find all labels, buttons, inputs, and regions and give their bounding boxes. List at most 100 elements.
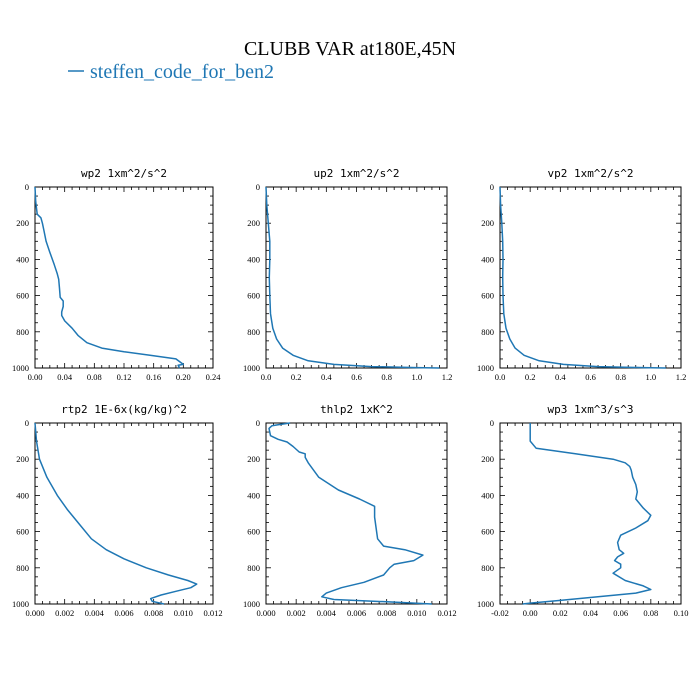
x-tick-label: 0.008: [144, 608, 163, 618]
y-tick-label: 400: [247, 254, 260, 264]
plot-frame: [499, 422, 682, 605]
x-tick-label: 0.006: [347, 608, 366, 618]
x-tick-label: 0.04: [57, 372, 73, 382]
series-line: [522, 423, 652, 605]
x-tick-label: 0.00: [523, 608, 538, 618]
plot-frame: [34, 422, 214, 605]
legend-label: steffen_code_for_ben2: [90, 61, 274, 83]
x-tick-label: 1.0: [412, 372, 423, 382]
x-tick-label: 0.6: [351, 372, 362, 382]
y-tick-label: 400: [481, 490, 494, 500]
x-tick-label: 0.010: [407, 608, 426, 618]
y-tick-label: 200: [247, 454, 260, 464]
x-tick-label: 0.24: [206, 372, 222, 382]
x-tick-label: 0.12: [117, 372, 132, 382]
y-tick-label: 600: [16, 527, 29, 537]
x-tick-label: 0.012: [437, 608, 456, 618]
panel-2: up2 1xm^2/s^2 0.0 0.2 0.4 0.6 0.8 1.0 1.2 0 200 40…: [243, 167, 452, 382]
plot-frame: [499, 186, 682, 369]
y-tick-label: 800: [481, 563, 494, 573]
panel-3: vp2 1xm^2/s^2 0.0 0.2 0.4 0.6 0.8 1.0 1.2 0 200 40…: [477, 167, 686, 382]
series-line: [34, 422, 198, 605]
x-tick-label: 0.8: [381, 372, 392, 382]
x-tick-label: 0.04: [583, 608, 599, 618]
plot-frame: [265, 186, 448, 369]
x-tick-label: 0.16: [146, 372, 161, 382]
panel-title: up2 1xm^2/s^2: [313, 167, 399, 180]
y-tick-label: 1000: [12, 363, 29, 373]
panel-title: wp3 1xm^3/s^3: [547, 403, 633, 416]
figure-title: CLUBB VAR at180E,45N: [244, 38, 456, 60]
x-tick-label: 0.02: [553, 608, 568, 618]
x-tick-label: 0.2: [291, 372, 302, 382]
x-tick-label: 1.0: [646, 372, 657, 382]
y-tick-label: 200: [16, 218, 29, 228]
x-tick-label: 1.2: [442, 372, 453, 382]
plot-frame: [34, 186, 214, 369]
panel-title: vp2 1xm^2/s^2: [547, 167, 633, 180]
panel-title: thlp2 1xK^2: [320, 403, 393, 416]
y-tick-label: 200: [247, 218, 260, 228]
series-line: [265, 186, 440, 369]
x-tick-label: 0.000: [256, 608, 275, 618]
y-tick-label: 0: [490, 418, 494, 428]
x-tick-label: 0.06: [613, 608, 628, 618]
y-tick-label: 600: [247, 527, 260, 537]
x-tick-label: 0.010: [174, 608, 193, 618]
y-tick-label: 400: [16, 254, 29, 264]
y-tick-label: 1000: [12, 599, 29, 609]
x-tick-label: 0.0: [495, 372, 506, 382]
x-tick-label: 0.008: [377, 608, 396, 618]
y-tick-label: 200: [481, 218, 494, 228]
y-tick-label: 600: [16, 291, 29, 301]
y-tick-label: 800: [16, 327, 29, 337]
y-tick-label: 600: [481, 291, 494, 301]
x-tick-label: 0.002: [55, 608, 74, 618]
panel-title: wp2 1xm^2/s^2: [81, 167, 167, 180]
y-tick-label: 0: [490, 182, 494, 192]
y-tick-label: 200: [16, 454, 29, 464]
x-tick-label: 0.08: [643, 608, 658, 618]
panel-5: thlp2 1xK^2 0.000 0.002 0.004 0.006 0.008 0.01…: [243, 403, 457, 618]
x-tick-label: 0.8: [615, 372, 626, 382]
x-tick-label: 0.4: [321, 372, 332, 382]
y-tick-label: 200: [481, 454, 494, 464]
panel-4: rtp2 1E-6x(kg/kg)^2 0.000 0.002 0.004 0.006 0…: [12, 403, 223, 618]
panel-1: wp2 1xm^2/s^2 0.00 0.04 0.08 0.12 0.16 0.20 0.2…: [12, 167, 221, 382]
y-tick-label: 1000: [243, 599, 260, 609]
x-tick-label: 0.10: [674, 608, 689, 618]
y-tick-label: 0: [25, 418, 29, 428]
x-tick-label: 0.002: [287, 608, 306, 618]
x-tick-label: 0.006: [114, 608, 133, 618]
panels: wp2 1xm^2/s^20.00 0.04 0.08 0.12 0.16 0.20 0.2…: [12, 167, 688, 618]
y-tick-label: 1000: [477, 599, 494, 609]
x-tick-label: 0.004: [85, 608, 105, 618]
y-tick-label: 800: [247, 327, 260, 337]
series-line: [268, 422, 432, 605]
y-tick-label: 600: [481, 527, 494, 537]
x-tick-label: 0.20: [176, 372, 191, 382]
x-tick-label: 0.6: [585, 372, 596, 382]
series-line: [34, 186, 185, 369]
x-tick-label: 0.004: [317, 608, 337, 618]
panel-6: wp3 1xm^3/s^3 -0.02 0.00 0.02 0.04 0.06 0.08 0.…: [477, 403, 688, 618]
x-tick-label: 0.2: [525, 372, 536, 382]
x-tick-label: 0.000: [25, 608, 44, 618]
x-tick-label: 0.012: [203, 608, 222, 618]
x-tick-label: 0.4: [555, 372, 566, 382]
x-tick-label: 0.0: [261, 372, 272, 382]
x-tick-label: 1.2: [676, 372, 687, 382]
y-tick-label: 0: [256, 418, 260, 428]
y-tick-label: 400: [481, 254, 494, 264]
y-tick-label: 800: [247, 563, 260, 573]
plot-frame: [265, 422, 448, 605]
y-tick-label: 600: [247, 291, 260, 301]
y-tick-label: 0: [256, 182, 260, 192]
y-tick-label: 800: [481, 327, 494, 337]
x-tick-label: 0.08: [87, 372, 102, 382]
y-tick-label: 0: [25, 182, 29, 192]
y-tick-label: 400: [16, 490, 29, 500]
y-tick-label: 1000: [477, 363, 494, 373]
panel-title: rtp2 1E-6x(kg/kg)^2: [61, 403, 187, 416]
